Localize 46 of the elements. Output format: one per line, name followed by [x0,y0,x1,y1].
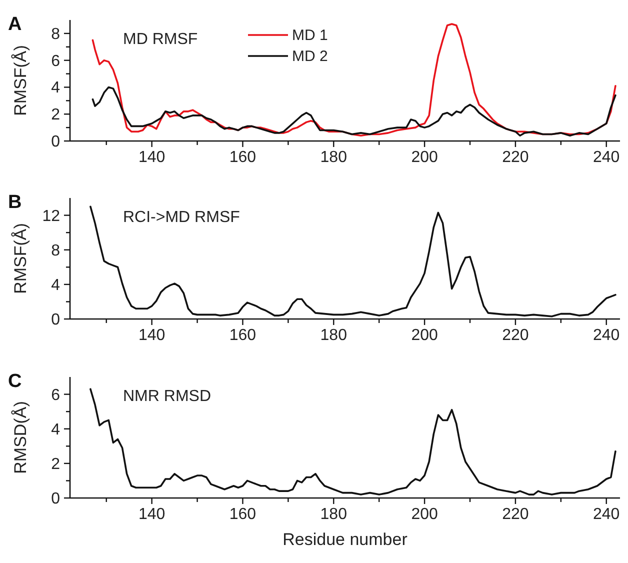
x-tick-label: 180 [320,149,348,166]
y-tick-label: 12 [42,208,60,225]
chart-title: A [8,14,22,35]
line-series [90,388,616,496]
x-tick-label: 160 [229,149,256,166]
line-series [92,86,616,137]
annotation: NMR RMSD [123,388,211,405]
legend-label: MD 1 [292,27,328,44]
y-tick-label: 4 [51,80,60,97]
y-tick-label: 0 [51,312,60,328]
annotation: RCI->MD RMSF [123,209,240,226]
y-tick-label: 0 [51,490,60,508]
y-tick-label: 8 [51,242,60,260]
y-tick-label: 0 [51,134,60,150]
y-tick-label: 2 [51,106,60,124]
x-tick-label: 240 [593,327,620,344]
x-tick-label: 140 [138,506,166,523]
x-axis-title: Residue number [282,530,408,549]
y-axis-title: RMSD(Å) [11,401,30,474]
x-tick-label: 160 [229,506,256,523]
legend-label: MD 2 [292,48,328,65]
x-tick-label: 200 [411,506,438,523]
line-series [92,23,616,137]
y-axis-title: RMSF(Å) [11,45,30,116]
x-tick-label: 140 [138,327,166,344]
x-tick-label: 160 [229,327,256,344]
y-tick-label: 4 [51,276,60,294]
x-tick-label: 200 [411,327,438,344]
x-tick-label: 240 [593,149,620,166]
x-tick-label: 200 [411,149,438,166]
y-tick-label: 6 [51,386,60,404]
x-tick-label: 140 [138,149,166,166]
x-tick-label: 220 [502,327,529,344]
x-tick-label: 240 [593,506,620,523]
y-tick-label: 8 [51,26,60,43]
x-tick-label: 180 [320,327,348,344]
chart-title: B [8,192,22,213]
y-tick-label: 4 [51,421,60,438]
x-tick-label: 220 [502,506,529,523]
chart-title: C [8,371,22,392]
y-tick-label: 6 [51,52,60,70]
y-tick-label: 2 [51,456,60,473]
y-axis-title: RMSF(Å) [11,223,30,294]
annotation: MD RMSF [123,31,198,48]
x-tick-label: 220 [502,149,529,166]
x-tick-label: 180 [320,506,348,523]
